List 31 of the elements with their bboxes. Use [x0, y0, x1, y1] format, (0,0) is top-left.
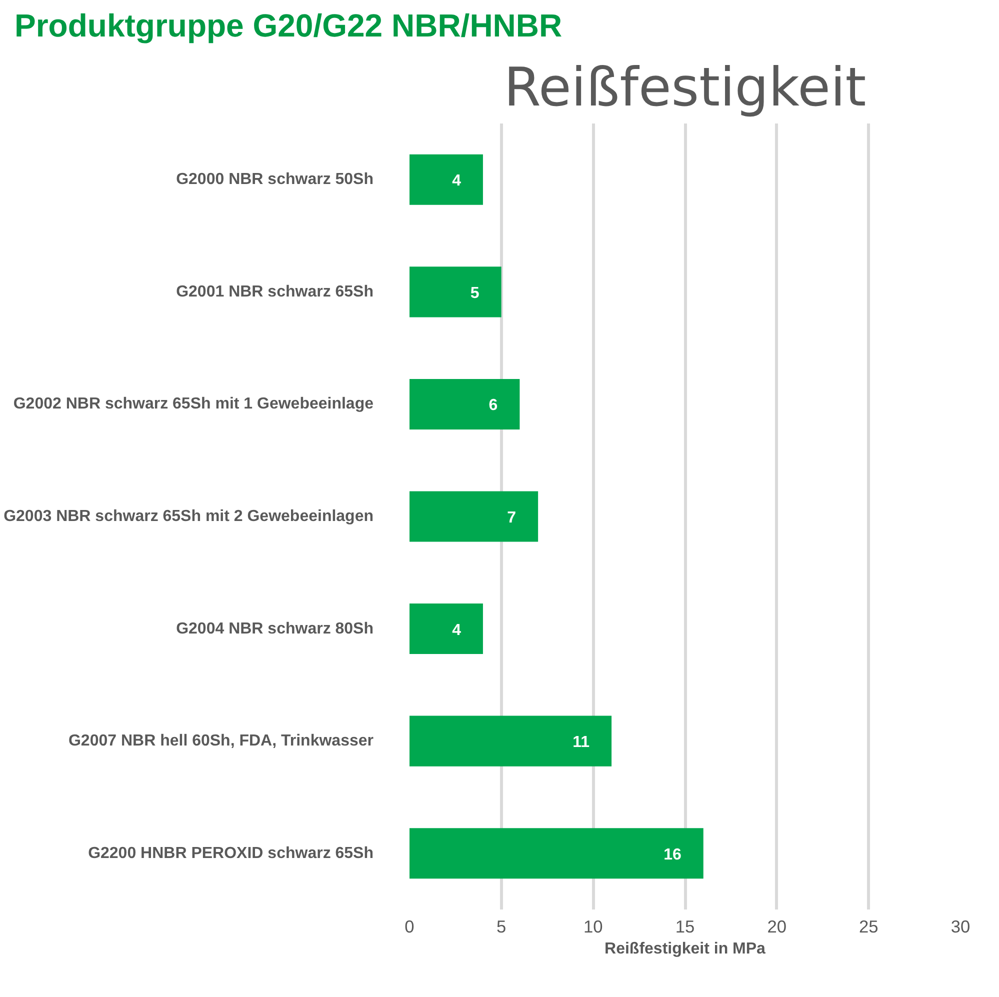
x-tick-label: 10 — [584, 916, 603, 936]
bar — [410, 828, 704, 879]
x-tick-label: 15 — [675, 916, 695, 936]
bar — [410, 491, 538, 542]
x-tick-label: 0 — [404, 916, 414, 936]
y-tick-label: G2004 NBR schwarz 80Sh — [176, 620, 374, 638]
data-label: 4 — [452, 622, 462, 639]
chart-subtitle: Reißfestigkeit — [504, 56, 866, 118]
data-label: 7 — [507, 510, 516, 526]
y-tick-label: G2200 HNBR PEROXID schwarz 65Sh — [88, 844, 374, 862]
y-tick-label: G2003 NBR schwarz 65Sh mit 2 Gewebeeinlagen — [4, 508, 374, 525]
data-label: 16 — [664, 846, 682, 864]
x-tick-label: 20 — [767, 916, 786, 936]
data-label: 6 — [488, 397, 498, 414]
chart-title: Produktgruppe G20/G22 NBR/HNBR — [14, 8, 562, 44]
bar — [410, 604, 483, 654]
bar — [410, 716, 612, 766]
data-label: 5 — [470, 284, 480, 302]
bar — [410, 154, 483, 205]
x-tick-label: 5 — [496, 916, 506, 936]
y-tick-label: G2000 NBR schwarz 50Sh — [176, 171, 374, 188]
x-tick-label: 25 — [859, 916, 878, 936]
y-tick-label: G2007 NBR hell 60Sh, FDA, Trinkwasser — [68, 732, 374, 750]
x-tick-label: 30 — [950, 916, 970, 936]
bar — [410, 378, 520, 430]
bar — [410, 266, 502, 318]
data-label: 4 — [452, 172, 462, 190]
y-tick-label: G2001 NBR schwarz 65Sh — [176, 283, 374, 300]
data-label: 11 — [572, 734, 590, 752]
y-tick-label: G2002 NBR schwarz 65Sh mit 1 Gewebeeinlage — [13, 396, 374, 413]
x-axis-title: Reißfestigkeit in MPa — [604, 940, 766, 958]
